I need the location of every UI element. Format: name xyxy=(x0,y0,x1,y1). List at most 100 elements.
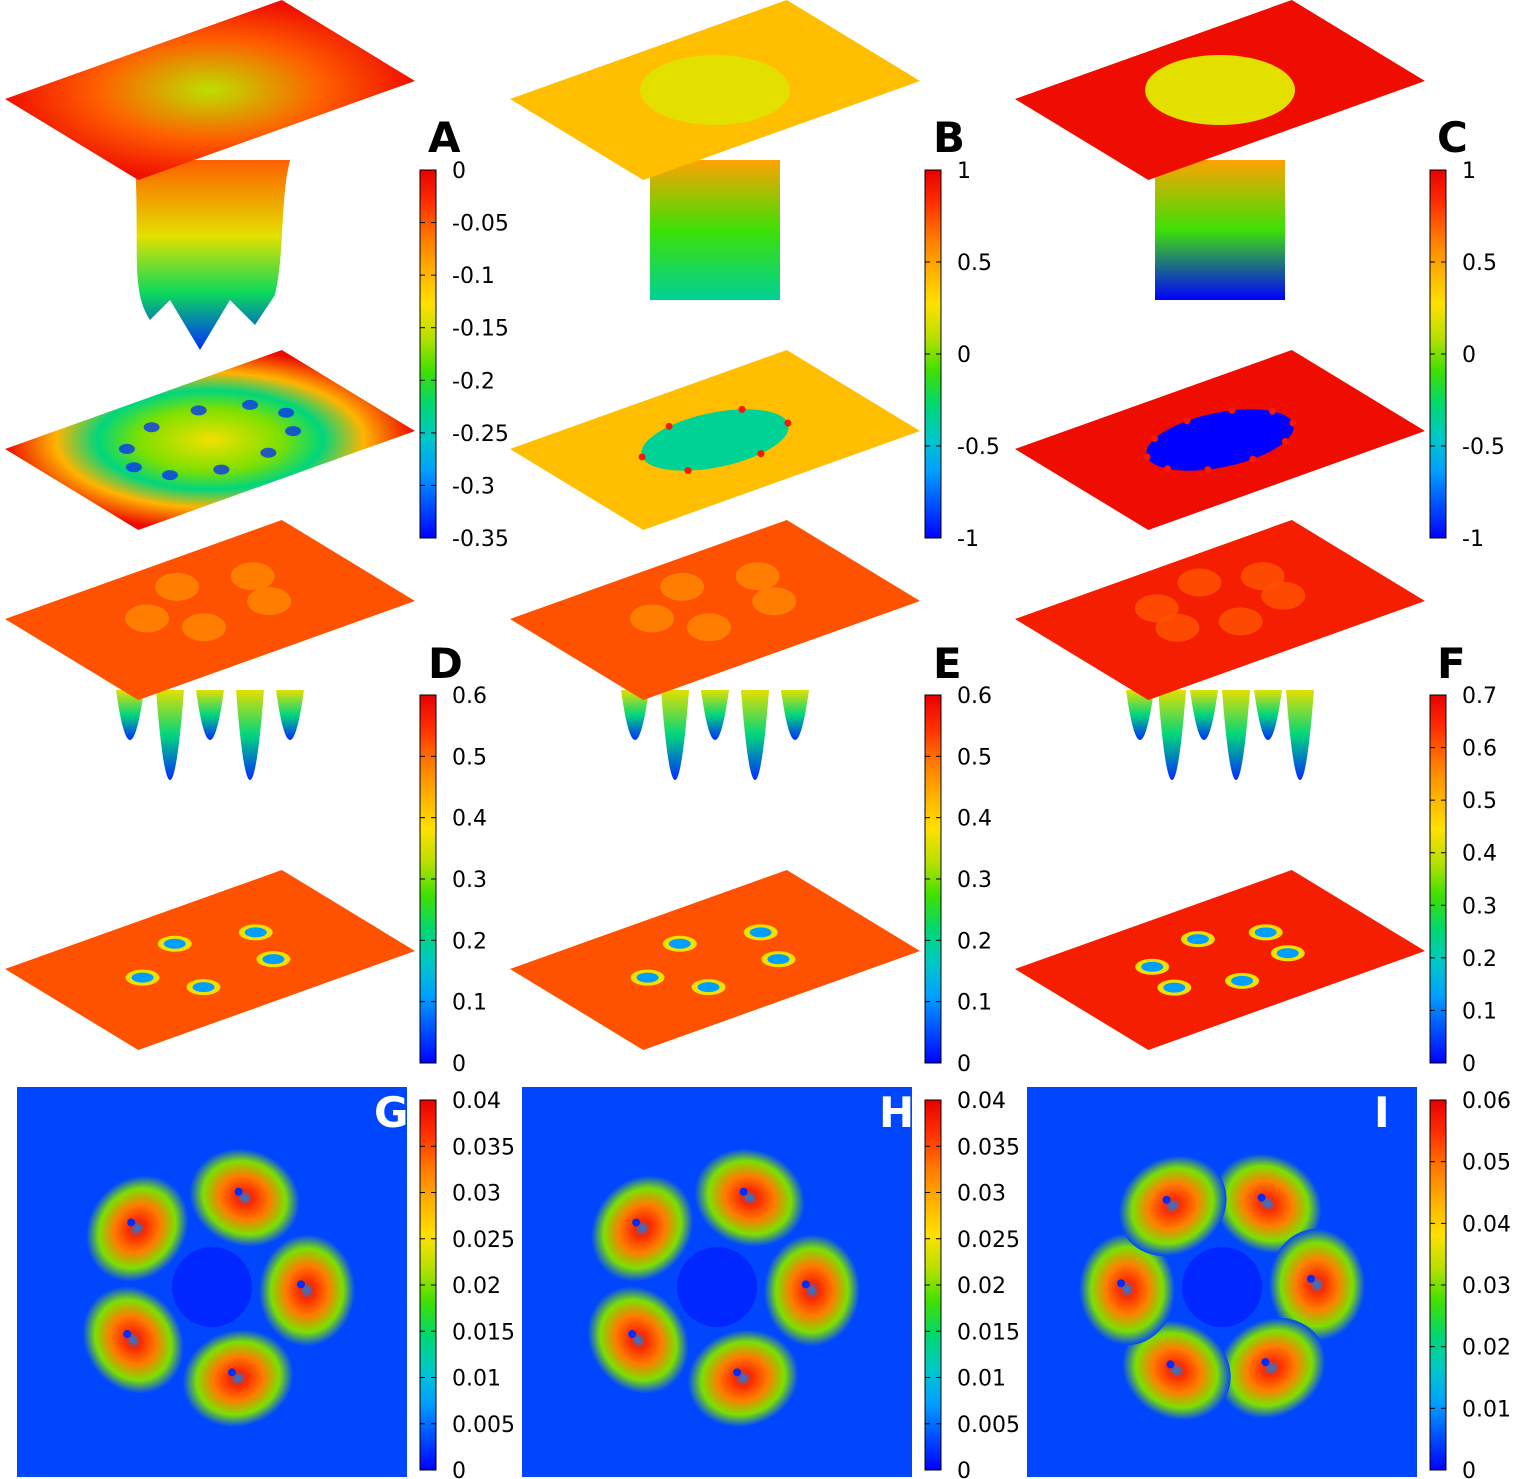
projection-vortex xyxy=(1276,948,1299,959)
colorbar-tick-label: 0 xyxy=(452,159,466,184)
panel-label: G xyxy=(374,1088,408,1137)
projection-vortex xyxy=(749,927,772,938)
colorbar-tick-label: 0.1 xyxy=(452,991,487,1016)
colorbar-tick-label: -0.15 xyxy=(452,317,509,342)
surface-disk xyxy=(640,55,790,125)
panel-label: C xyxy=(1437,113,1468,162)
projection-vortex xyxy=(1249,455,1257,463)
surface-bump xyxy=(1218,607,1263,636)
surface-bump xyxy=(1261,581,1306,610)
heatmap-vortex-core xyxy=(628,1330,637,1339)
projection-dip xyxy=(143,422,160,433)
panel-label: H xyxy=(879,1088,914,1137)
heatmap-blob xyxy=(1268,1228,1365,1341)
colorbar: 0.6 0.5 0.4 0.3 0.2 0.1 0 xyxy=(924,684,992,1077)
colorbar-tick-label: 0.025 xyxy=(957,1228,1020,1253)
colorbar-tick-label: 0.6 xyxy=(452,684,487,709)
heatmap-center xyxy=(172,1247,252,1327)
colorbar: 0.7 0.6 0.5 0.4 0.3 0.2 0.1 0 xyxy=(1429,684,1497,1077)
colorbar-tick-label: 0.03 xyxy=(957,1182,1006,1207)
projection-dip xyxy=(213,464,230,475)
panel-h: 0.04 0.035 0.03 0.025 0.02 0.015 0.01 0.005 0 H xyxy=(522,1087,1020,1479)
heatmap-blob xyxy=(591,1175,694,1282)
projection-dip xyxy=(118,443,135,454)
surface-spike xyxy=(116,690,144,740)
colorbar: 0.04 0.035 0.03 0.025 0.02 0.015 0.01 0.005 0 xyxy=(419,1089,515,1479)
surface-bump xyxy=(181,613,226,642)
heatmap-vortex-core xyxy=(234,1187,243,1196)
surface-bump xyxy=(230,562,275,591)
surface-disk xyxy=(1145,55,1295,125)
colorbar: 0.06 0.05 0.04 0.03 0.02 0.01 0 xyxy=(1429,1089,1511,1479)
colorbar-tick-label: 0.005 xyxy=(957,1413,1020,1438)
panels: 0 -0.05 -0.1 -0.15 -0.2 -0.25 -0.3 -0.35 A 1 0.5 0 -… xyxy=(5,0,1511,1479)
surface-bump xyxy=(660,572,705,601)
colorbar-tick-label: 0.04 xyxy=(957,1089,1006,1114)
colorbar-tick-label: 0.01 xyxy=(452,1367,501,1392)
colorbar-tick-label: 0.035 xyxy=(452,1135,515,1160)
colorbar-tick-label: 0 xyxy=(1462,343,1476,368)
projection-vortex xyxy=(1163,465,1171,473)
colorbar-tick-label: 0.005 xyxy=(452,1413,515,1438)
surface-spike xyxy=(1126,690,1154,740)
heatmap-vortex-core xyxy=(733,1368,742,1377)
surface-spike xyxy=(661,690,689,780)
colorbar-tick-label: 0.04 xyxy=(452,1089,501,1114)
projection-plane xyxy=(1015,870,1425,1050)
colorbar-tick-label: -0.2 xyxy=(452,369,495,394)
colorbar-tick-label: -0.25 xyxy=(452,422,509,447)
colorbar-tick-label: 0.2 xyxy=(957,929,992,954)
colorbar-tick-label: 0.03 xyxy=(1462,1274,1511,1299)
projection-disk xyxy=(1146,409,1294,471)
surface-cylinder xyxy=(1155,160,1285,300)
panel-label: A xyxy=(428,113,461,162)
heatmap-vortex-core xyxy=(1162,1195,1171,1204)
projection-vortex xyxy=(767,954,790,965)
projection-dip xyxy=(242,399,259,410)
surface-spike xyxy=(1190,690,1218,740)
colorbar-tick-label: 0.4 xyxy=(957,807,992,832)
colorbar-gradient xyxy=(1429,694,1447,1064)
heatmap-blob xyxy=(1079,1233,1176,1346)
colorbar-tick-label: 0.015 xyxy=(957,1320,1020,1345)
colorbar-tick-label: -1 xyxy=(1462,527,1484,552)
projection-dip xyxy=(285,426,302,437)
surface-bump xyxy=(735,562,780,591)
surface-spike xyxy=(621,690,649,740)
panel-d: 0.6 0.5 0.4 0.3 0.2 0.1 0 D xyxy=(5,520,487,1077)
surface-bump xyxy=(630,604,675,633)
surface-spike xyxy=(1286,690,1314,780)
projection-dip xyxy=(190,405,207,416)
projection-vortex xyxy=(684,467,692,475)
colorbar-tick-label: -0.05 xyxy=(452,212,509,237)
colorbar-tick-label: 0 xyxy=(452,1052,466,1077)
projection-vortex xyxy=(665,422,673,430)
colorbar-tick-label: 0.04 xyxy=(1462,1212,1511,1237)
colorbar: 0 -0.05 -0.1 -0.15 -0.2 -0.25 -0.3 -0.35 xyxy=(419,159,509,552)
colorbar-tick-label: 1 xyxy=(957,159,971,184)
projection-vortex xyxy=(697,982,720,993)
colorbar-tick-label: 0.01 xyxy=(957,1367,1006,1392)
heatmap-blob xyxy=(687,1329,799,1427)
projection-vortex xyxy=(757,450,765,458)
projection-plane xyxy=(5,350,415,530)
heatmap-blob xyxy=(763,1234,860,1347)
colorbar-tick-label: 0.02 xyxy=(957,1274,1006,1299)
colorbar-tick-label: 0.2 xyxy=(1462,947,1497,972)
panel-label: B xyxy=(933,113,965,162)
colorbar-tick-label: -0.5 xyxy=(1462,435,1505,460)
heatmap-vortex-core xyxy=(1117,1279,1126,1288)
projection-dip xyxy=(161,470,178,481)
heatmap-vortex-core xyxy=(1166,1360,1175,1369)
colorbar-tick-label: 0.1 xyxy=(957,991,992,1016)
colorbar-tick-label: 0.06 xyxy=(1462,1089,1511,1114)
colorbar: 1 0.5 0 -0.5 -1 xyxy=(1429,159,1505,552)
colorbar: 1 0.5 0 -0.5 -1 xyxy=(924,159,1000,552)
surface-bump xyxy=(247,587,292,616)
surface-spike xyxy=(701,690,729,740)
heatmap-blob xyxy=(182,1329,294,1427)
colorbar-tick-label: -0.35 xyxy=(452,527,509,552)
colorbar-gradient xyxy=(419,169,437,539)
projection-vortex xyxy=(668,938,691,949)
projection-vortex xyxy=(1228,406,1236,414)
